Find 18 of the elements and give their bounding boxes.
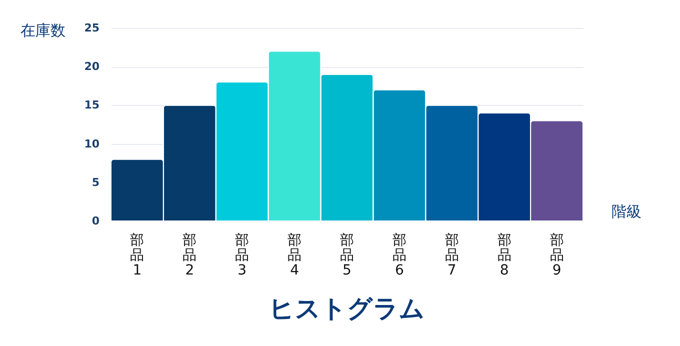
y-tick-label: 20 <box>84 60 100 74</box>
x-tick-label: 部品4 <box>288 232 302 278</box>
x-axis-title: 階級 <box>612 202 642 220</box>
x-tick-label: 部品7 <box>444 232 459 278</box>
x-tick-label: 部品3 <box>235 232 250 278</box>
y-tick-label: 10 <box>84 137 100 150</box>
x-tick-label: 部品5 <box>340 232 354 278</box>
x-tick-label: 部品8 <box>497 232 512 278</box>
y-tick-label: 5 <box>92 176 100 189</box>
x-tick-label: 部品6 <box>392 232 406 278</box>
y-tick-label: 15 <box>84 98 100 112</box>
x-tick-label: 部品2 <box>182 232 197 278</box>
y-axis-title: 在庫数 <box>20 22 66 40</box>
text: ヒストグラム <box>269 294 425 323</box>
y-tick-label: 0 <box>92 214 100 228</box>
y-tick-label: 25 <box>84 22 100 34</box>
x-tick-label: 部品9 <box>550 232 564 278</box>
x-tick-label: 部品1 <box>130 232 144 278</box>
